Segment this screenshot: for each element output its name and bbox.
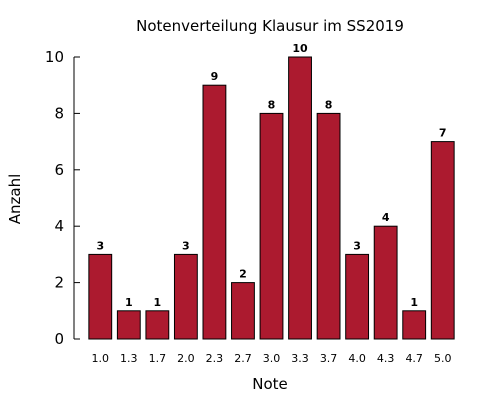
- x-tick-label: 2.3: [206, 352, 224, 365]
- x-tick-label: 3.3: [291, 352, 309, 365]
- bar: [231, 282, 255, 340]
- x-tick-label: 2.0: [177, 352, 195, 365]
- bar-value-label: 1: [125, 296, 133, 309]
- bar: [288, 56, 312, 340]
- x-tick-label: 2.7: [234, 352, 252, 365]
- bar: [316, 112, 341, 340]
- bar-value-label: 4: [382, 211, 390, 224]
- bar: [116, 310, 141, 340]
- bar: [259, 112, 284, 340]
- x-tick-label: 1.3: [120, 352, 138, 365]
- y-tick-label: 8: [54, 104, 64, 122]
- y-axis-label: Anzahl: [6, 174, 24, 225]
- x-tick-label: 1.7: [149, 352, 167, 365]
- x-tick-label: 3.7: [320, 352, 338, 365]
- x-axis-label: Note: [252, 375, 288, 393]
- x-tick-label: 5.0: [434, 352, 452, 365]
- bar: [88, 253, 113, 340]
- bar-value-label: 3: [182, 239, 190, 252]
- x-tick-label: 4.7: [405, 352, 423, 365]
- bar: [345, 253, 370, 340]
- bar: [402, 310, 427, 340]
- bar-value-label: 8: [268, 98, 276, 111]
- bar: [202, 84, 227, 340]
- bar-value-label: 8: [325, 98, 333, 111]
- bar-value-label: 7: [439, 127, 447, 140]
- bar: [373, 225, 398, 340]
- x-tick-label: 3.0: [263, 352, 281, 365]
- bar-value-label: 10: [292, 42, 308, 55]
- y-tick-label: 10: [45, 48, 64, 66]
- bar-value-label: 9: [211, 70, 219, 83]
- y-axis: 0 2 4 6 8 10: [45, 48, 80, 348]
- chart-title: Notenverteilung Klausur im SS2019: [136, 17, 404, 35]
- x-axis-ticks: 1.0 1.3 1.7 2.0 2.3 2.7 3.0 3.3 3.7 4.0 4.3 4.7 5.0: [92, 352, 452, 365]
- y-tick-label: 0: [54, 330, 64, 348]
- bar-value-label: 3: [353, 239, 361, 252]
- bar: [430, 141, 455, 340]
- x-tick-label: 1.0: [92, 352, 110, 365]
- bar-value-label: 2: [239, 268, 247, 281]
- bar-value-label: 1: [410, 296, 418, 309]
- y-tick-label: 4: [54, 217, 64, 235]
- bar-value-label: 1: [154, 296, 162, 309]
- data-labels: 3 1 1 3 9 2 8 10 8 3 4 1 7: [96, 42, 446, 309]
- y-tick-label: 6: [54, 161, 64, 179]
- bar: [145, 310, 170, 340]
- bars-layer: [88, 56, 455, 340]
- bar-value-label: 3: [96, 239, 104, 252]
- x-tick-label: 4.3: [377, 352, 395, 365]
- x-tick-label: 4.0: [348, 352, 366, 365]
- y-tick-label: 2: [54, 274, 64, 292]
- bar: [173, 253, 198, 340]
